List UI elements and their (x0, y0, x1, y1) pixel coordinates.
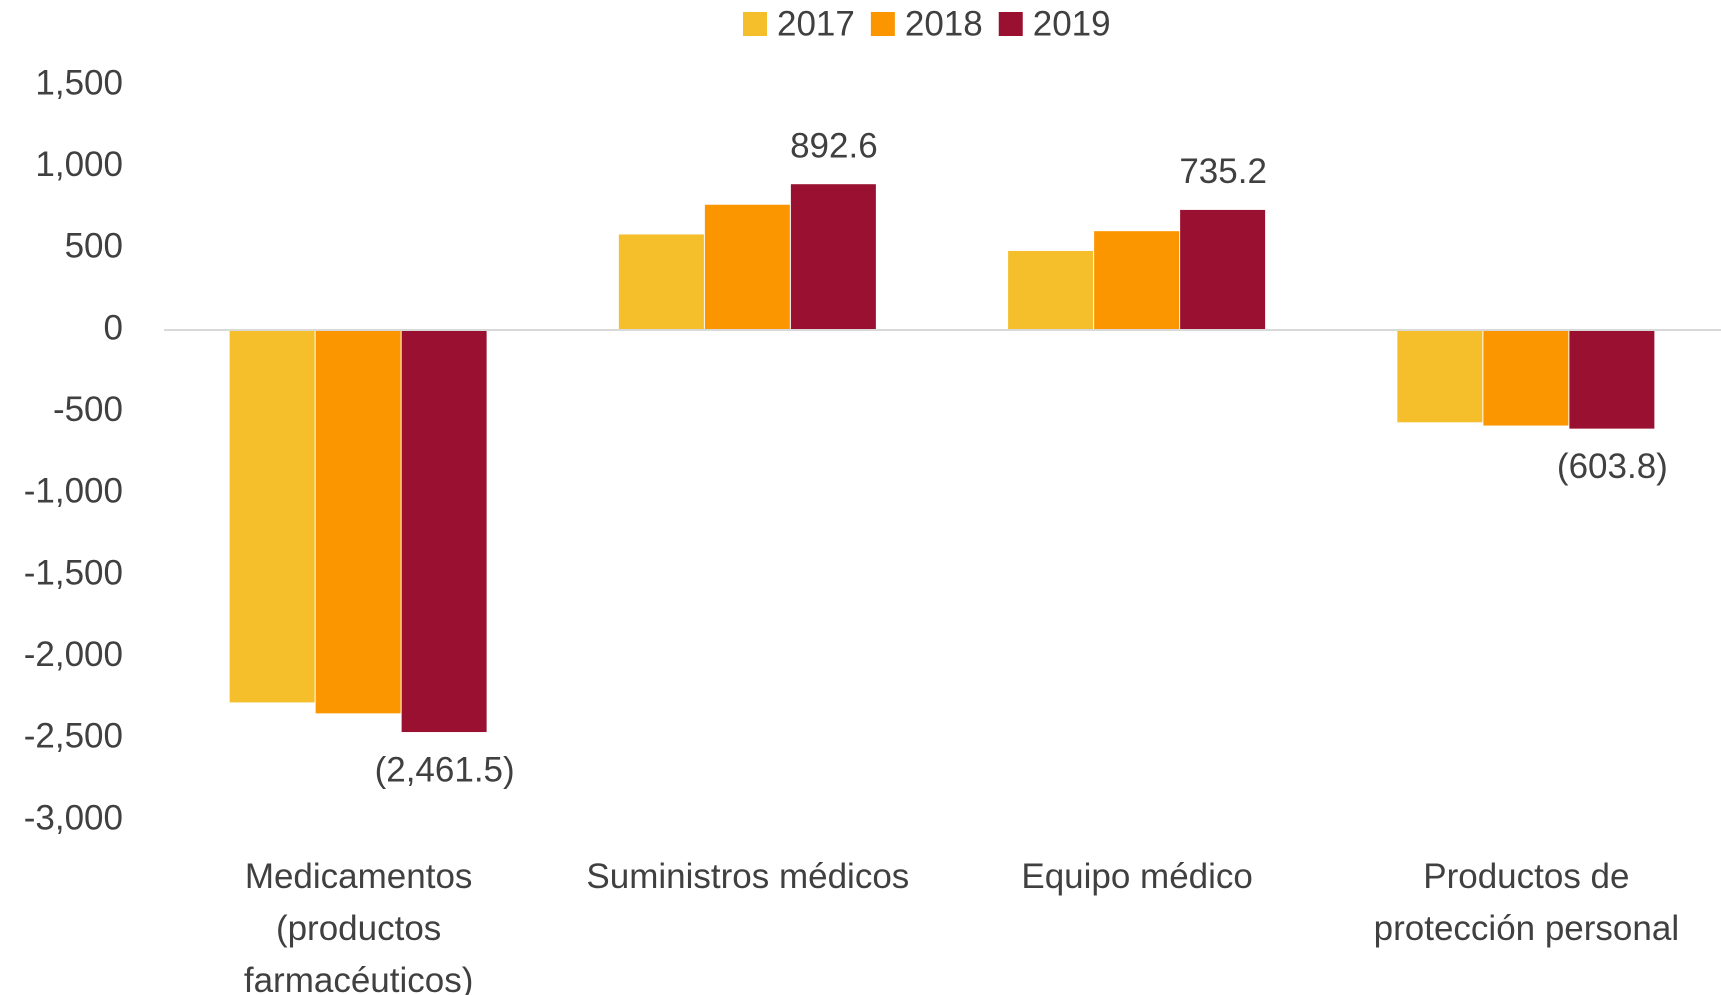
x-tick-label: Medicamentos (productos farmacéuticos) (243, 857, 474, 995)
y-tick-label: -3,000 (24, 798, 123, 837)
y-tick-label: 1,500 (35, 63, 123, 102)
y-tick-label: -2,500 (24, 717, 123, 756)
bar (704, 204, 790, 330)
y-tick-label: 0 (104, 308, 123, 347)
bar (790, 184, 876, 330)
bar (315, 330, 401, 714)
bar (401, 330, 487, 733)
x-tick-label: Suministros médicos (586, 857, 910, 896)
legend-swatch (743, 12, 767, 36)
legend-label: 2018 (905, 4, 983, 43)
data-label: 735.2 (1179, 152, 1267, 191)
x-tick-label: Productos de protección personal (1373, 857, 1680, 948)
bar (1569, 330, 1655, 429)
y-tick-label: 1,000 (35, 145, 123, 184)
data-label: (603.8) (1557, 447, 1668, 486)
legend-swatch (998, 12, 1023, 36)
y-tick-label: -1,000 (24, 472, 123, 511)
bar (1094, 231, 1180, 330)
bar (1483, 330, 1569, 426)
bar (229, 330, 315, 703)
x-tick-label: Equipo médico (1021, 857, 1253, 896)
y-tick-label: -500 (53, 390, 123, 429)
legend-label: 2019 (1033, 4, 1111, 43)
data-label: (2,461.5) (375, 750, 515, 789)
bar (1008, 250, 1094, 330)
bar (1180, 209, 1266, 330)
legend-swatch (870, 12, 895, 36)
legend-label: 2017 (777, 4, 855, 43)
data-label: 892.6 (790, 126, 878, 165)
bar (1397, 330, 1483, 423)
y-tick-label: -1,500 (24, 553, 123, 592)
y-tick-label: 500 (65, 227, 123, 266)
bar (618, 234, 704, 330)
y-tick-label: -2,000 (24, 635, 123, 674)
